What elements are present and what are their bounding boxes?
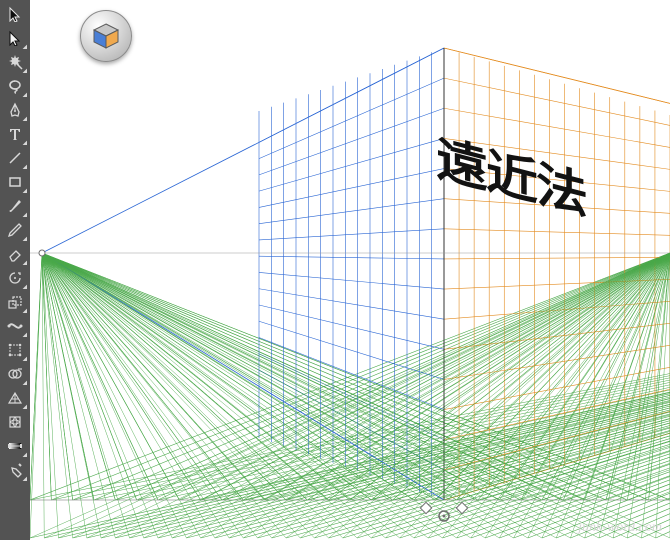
tools-panel [0,0,30,540]
canvas[interactable]: 遠近法 junk-word.com [30,0,670,540]
watermark-text: junk-word.com [578,520,662,536]
perspective-plane-widget[interactable] [80,10,132,62]
selection-tool[interactable] [2,2,28,26]
plane-widget-cube-icon [89,19,123,53]
app-root: 遠近法 junk-word.com [0,0,670,540]
mesh-tool[interactable] [2,410,28,434]
perspective-grid[interactable] [30,0,670,540]
